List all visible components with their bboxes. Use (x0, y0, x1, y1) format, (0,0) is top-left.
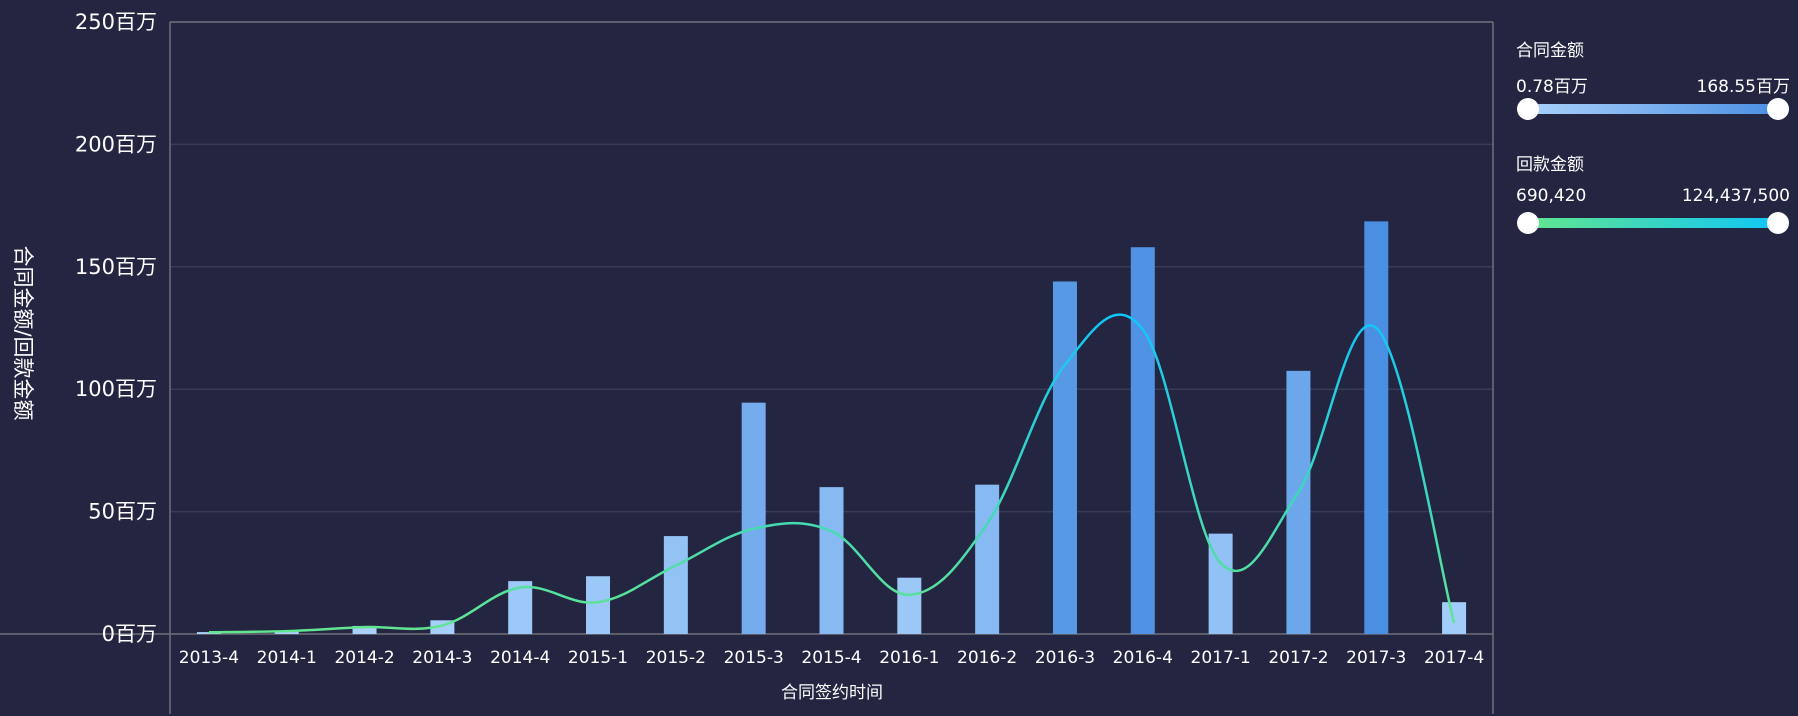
x-tick-label: 2015-4 (801, 648, 861, 668)
x-tick-label: 2017-2 (1268, 648, 1328, 668)
y-axis-label: 合同金额/回款金额 (11, 245, 35, 420)
contract-bar[interactable] (1286, 370, 1311, 634)
legend-payment-min: 690,420 (1516, 186, 1587, 206)
y-tick-label: 150百万 (75, 255, 157, 279)
x-tick-label: 2017-4 (1424, 648, 1484, 668)
legend-payment-max: 124,437,500 (1681, 186, 1790, 206)
legend-contract-range-track[interactable] (1528, 104, 1778, 114)
legend-payment-title: 回款金额 (1516, 155, 1584, 175)
y-tick-label: 200百万 (75, 132, 157, 156)
legend-contract-title: 合同金额 (1516, 41, 1584, 61)
legend-contract-max-handle[interactable] (1767, 98, 1789, 120)
x-tick-label: 2016-1 (879, 648, 939, 668)
x-tick-label: 2014-3 (412, 648, 472, 668)
contract-bar[interactable] (663, 536, 688, 634)
x-axis-label: 合同签约时间 (781, 683, 883, 703)
x-tick-label: 2016-2 (957, 648, 1017, 668)
x-tick-label: 2014-1 (257, 648, 317, 668)
x-tick-label: 2016-3 (1035, 648, 1095, 668)
legend-payment-range-track[interactable] (1528, 218, 1778, 228)
x-tick-labels: 2013-4 2014-1 2014-2 2014-3 2014-4 2015-1 2015… (179, 648, 1484, 668)
contract-bar[interactable] (897, 577, 922, 634)
x-tick-label: 2017-1 (1191, 648, 1251, 668)
x-tick-label: 2014-4 (490, 648, 550, 668)
legend-contract-min: 0.78百万 (1516, 77, 1588, 97)
x-tick-label: 2015-1 (568, 648, 628, 668)
contract-bar[interactable] (274, 631, 299, 634)
legend-contract-max: 168.55百万 (1696, 77, 1790, 97)
y-tick-label: 50百万 (88, 500, 157, 524)
x-tick-label: 2017-3 (1346, 648, 1406, 668)
x-tick-label: 2016-4 (1113, 648, 1173, 668)
contract-bar[interactable] (975, 484, 1000, 634)
x-tick-label: 2013-4 (179, 648, 239, 668)
legend-payment-min-handle[interactable] (1517, 212, 1539, 234)
legend-payment-max-handle[interactable] (1767, 212, 1789, 234)
y-tick-label: 0百万 (102, 622, 157, 646)
y-tick-label: 250百万 (75, 10, 157, 34)
x-tick-label: 2015-2 (646, 648, 706, 668)
contract-bar[interactable] (352, 625, 377, 634)
x-tick-label: 2014-2 (334, 648, 394, 668)
contract-bar[interactable] (1052, 281, 1077, 634)
x-tick-label: 2015-3 (724, 648, 784, 668)
payment-line (208, 313, 1456, 634)
contract-bars (196, 221, 1467, 635)
contract-bar[interactable] (819, 487, 844, 634)
axes (0, 21, 1494, 714)
contract-bar[interactable] (586, 576, 611, 634)
y-tick-labels: 0百万 50百万 100百万 150百万 200百万 250百万 (75, 10, 157, 646)
legend-contract-min-handle[interactable] (1517, 98, 1539, 120)
contract-bar[interactable] (741, 402, 766, 634)
contract-bar[interactable] (1364, 221, 1389, 635)
y-tick-label: 100百万 (75, 377, 157, 401)
contract-bar[interactable] (196, 632, 221, 634)
contract-bar[interactable] (1130, 247, 1155, 634)
